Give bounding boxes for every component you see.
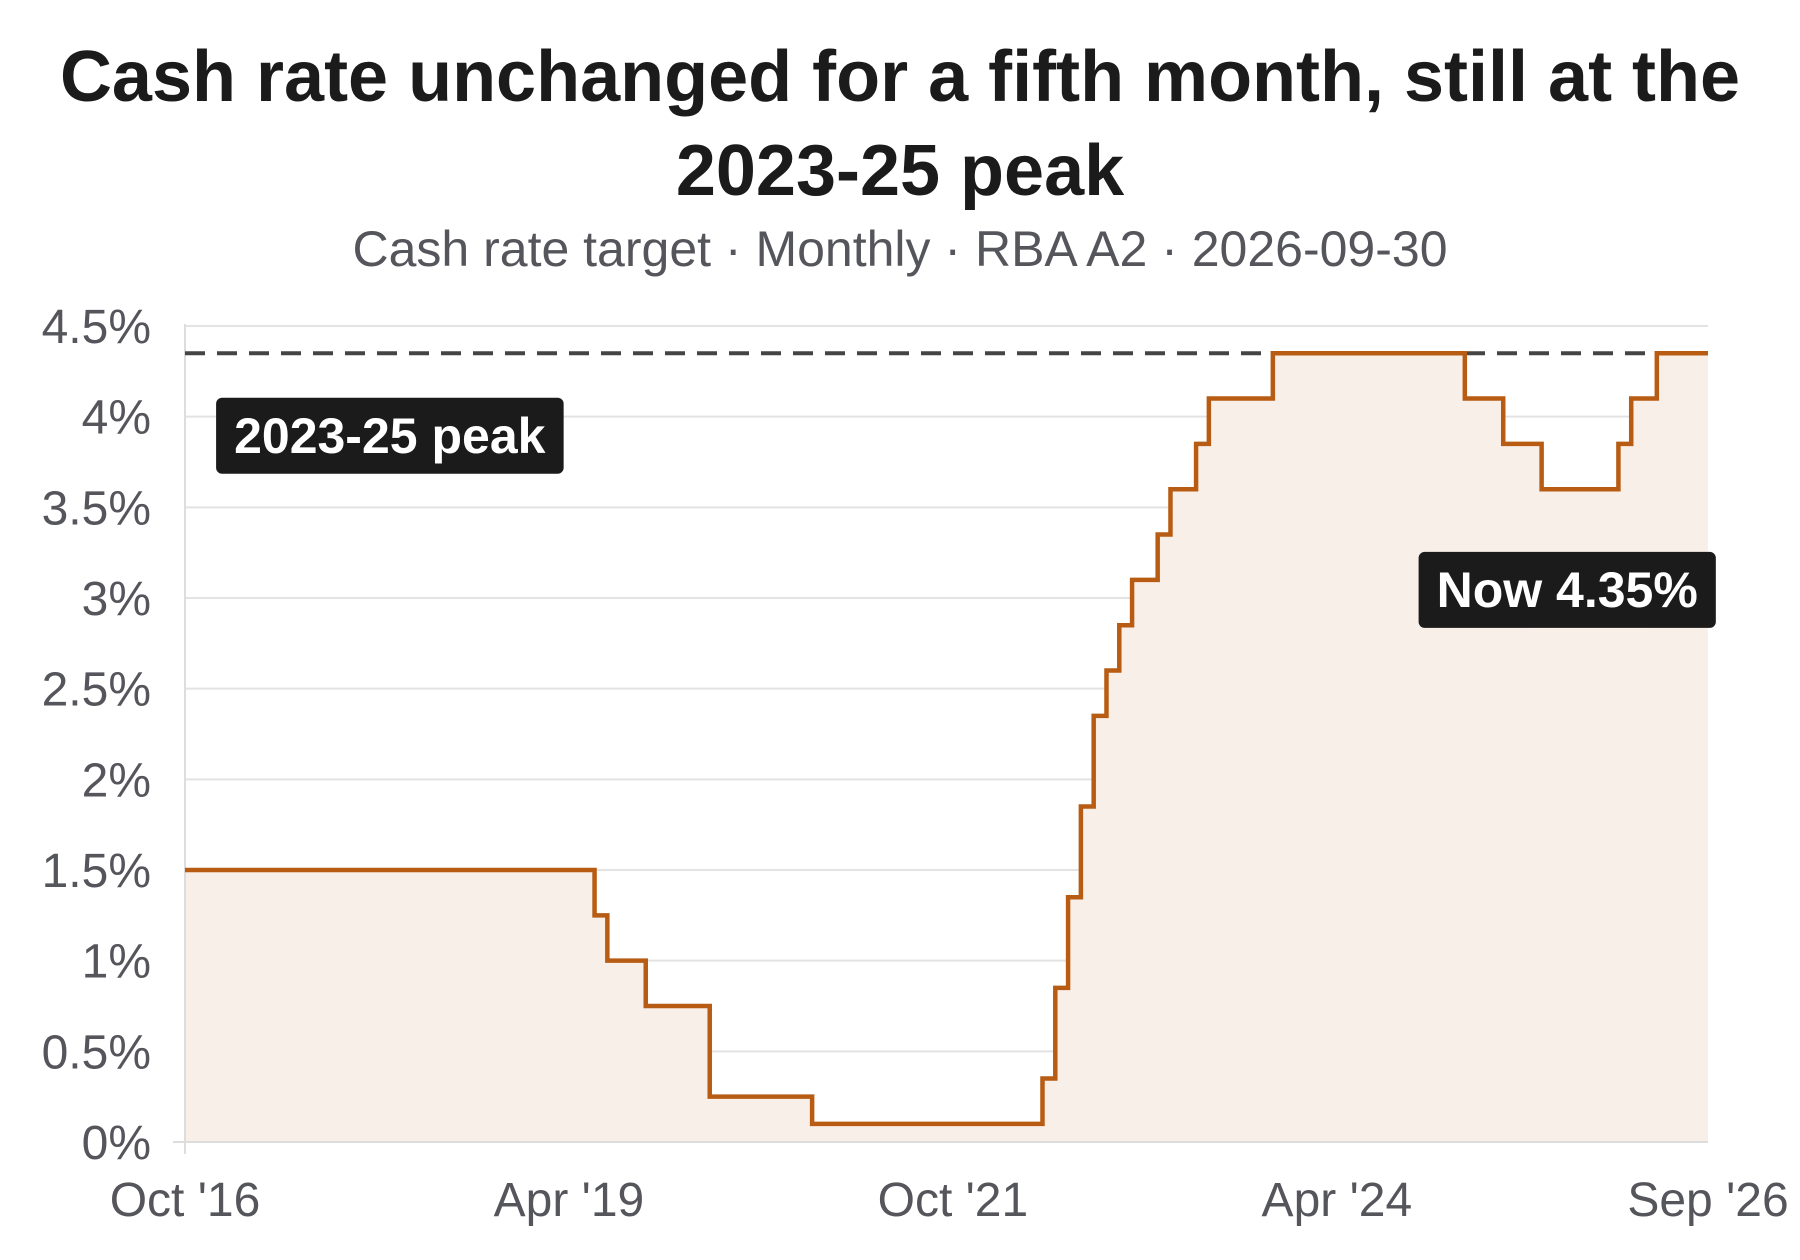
y-tick-label: 0% [82, 1117, 151, 1170]
annotation-box [216, 397, 564, 474]
chart-title: Cash rate unchanged for a fifth month, s… [59, 37, 1741, 211]
y-tick-label: 1.5% [42, 845, 151, 898]
annotation-text: Now 4.35% [1437, 562, 1698, 618]
y-tick-label: 3.5% [42, 482, 151, 535]
series-line [185, 350, 1708, 1127]
annotation-now: Now 4.35% [1418, 551, 1716, 628]
y-tick-label: 2.5% [42, 664, 151, 717]
y-tick-label: 4% [82, 392, 151, 445]
y-tick-label: 2% [82, 754, 151, 807]
chart-subtitle: Cash rate target · Monthly · RBA A2 · 20… [352, 221, 1448, 277]
y-tick-label: 4.5% [42, 301, 151, 354]
x-tick-label: Apr '19 [494, 1174, 645, 1227]
x-tick-label: Sep '26 [1627, 1174, 1788, 1227]
x-tick-label: Oct '21 [878, 1174, 1029, 1227]
x-tick-label: Apr '24 [1262, 1174, 1413, 1227]
annotation-text: 2023-25 peak [234, 408, 546, 464]
y-tick-label: 3% [82, 573, 151, 626]
x-tick-label: Oct '16 [110, 1174, 261, 1227]
area-fill [185, 353, 1708, 1142]
y-tick-label: 0.5% [42, 1026, 151, 1079]
annotation-box [1418, 551, 1716, 628]
annotation-peak: 2023-25 peak [216, 397, 564, 474]
y-tick-label: 1% [82, 936, 151, 989]
